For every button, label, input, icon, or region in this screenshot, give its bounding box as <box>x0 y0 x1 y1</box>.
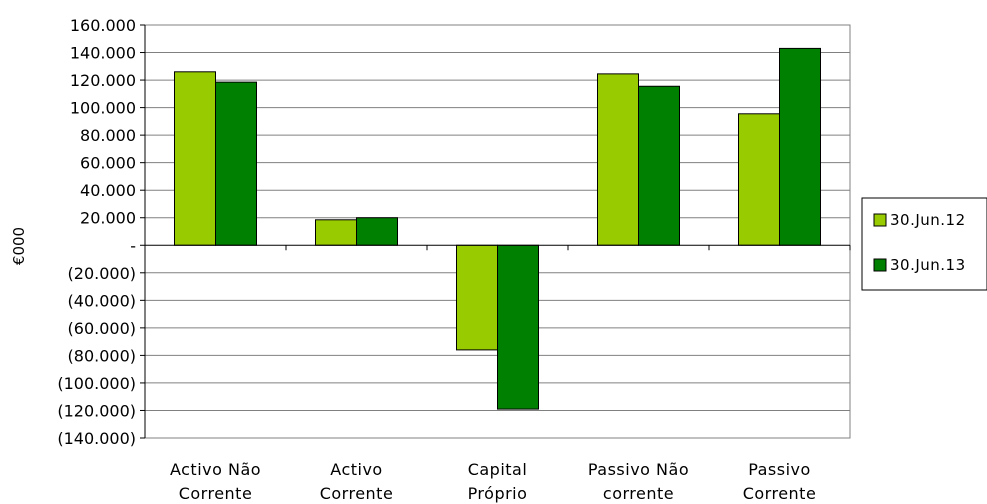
y-tick-label: (40.000) <box>68 291 136 310</box>
y-tick-label: (100.000) <box>57 374 136 393</box>
bar <box>779 47 821 246</box>
category-label: Passivo Não <box>588 460 689 479</box>
legend: 30.Jun.12 30.Jun.13 <box>861 197 987 291</box>
category-label: Corrente <box>179 484 253 503</box>
y-tick-label: 160.000 <box>70 16 136 35</box>
y-tick-labels: 160.000 140.000 120.000 100.000 80.000 60.000… <box>57 16 136 448</box>
category-label: Passivo <box>748 460 811 479</box>
category-label: Activo <box>330 460 382 479</box>
legend-label: 30.Jun.13 <box>890 256 966 274</box>
bar <box>315 219 357 246</box>
category-label: corrente <box>603 484 674 503</box>
category-label: Próprio <box>468 484 528 503</box>
y-tick-label: (60.000) <box>68 319 136 338</box>
category-label: Corrente <box>320 484 394 503</box>
bar <box>456 244 498 351</box>
y-tick-label: (120.000) <box>57 401 136 420</box>
axes <box>140 24 851 439</box>
legend-label: 30.Jun.12 <box>890 211 966 229</box>
category-label: Corrente <box>743 484 817 503</box>
y-tick-label: 20.000 <box>80 209 136 228</box>
y-axis-label: €000 <box>10 227 28 265</box>
y-tick-label: (140.000) <box>57 429 136 448</box>
y-tick-label: - <box>130 236 136 255</box>
bar <box>638 85 680 246</box>
y-tick-label: 80.000 <box>80 126 136 145</box>
y-tick-label: 120.000 <box>70 71 136 90</box>
y-tick-label: 40.000 <box>80 181 136 200</box>
y-tick-label: (20.000) <box>68 264 136 283</box>
bar <box>215 81 257 246</box>
legend-box <box>861 197 987 291</box>
bar <box>738 113 780 246</box>
category-label: Capital <box>468 460 528 479</box>
y-tick-label: 60.000 <box>80 154 136 173</box>
y-tick-label: 100.000 <box>70 99 136 118</box>
bar <box>356 217 398 246</box>
bar <box>597 73 639 246</box>
bar <box>497 244 539 410</box>
y-tick-label: (80.000) <box>68 346 136 365</box>
y-tick-label: 140.000 <box>70 44 136 63</box>
legend-swatch <box>873 258 887 272</box>
category-labels: Activo Não Corrente Activo Corrente Capital P… <box>170 460 816 503</box>
legend-swatch <box>873 213 887 227</box>
bars <box>174 47 821 410</box>
category-label: Activo Não <box>170 460 261 479</box>
bar <box>174 71 216 246</box>
